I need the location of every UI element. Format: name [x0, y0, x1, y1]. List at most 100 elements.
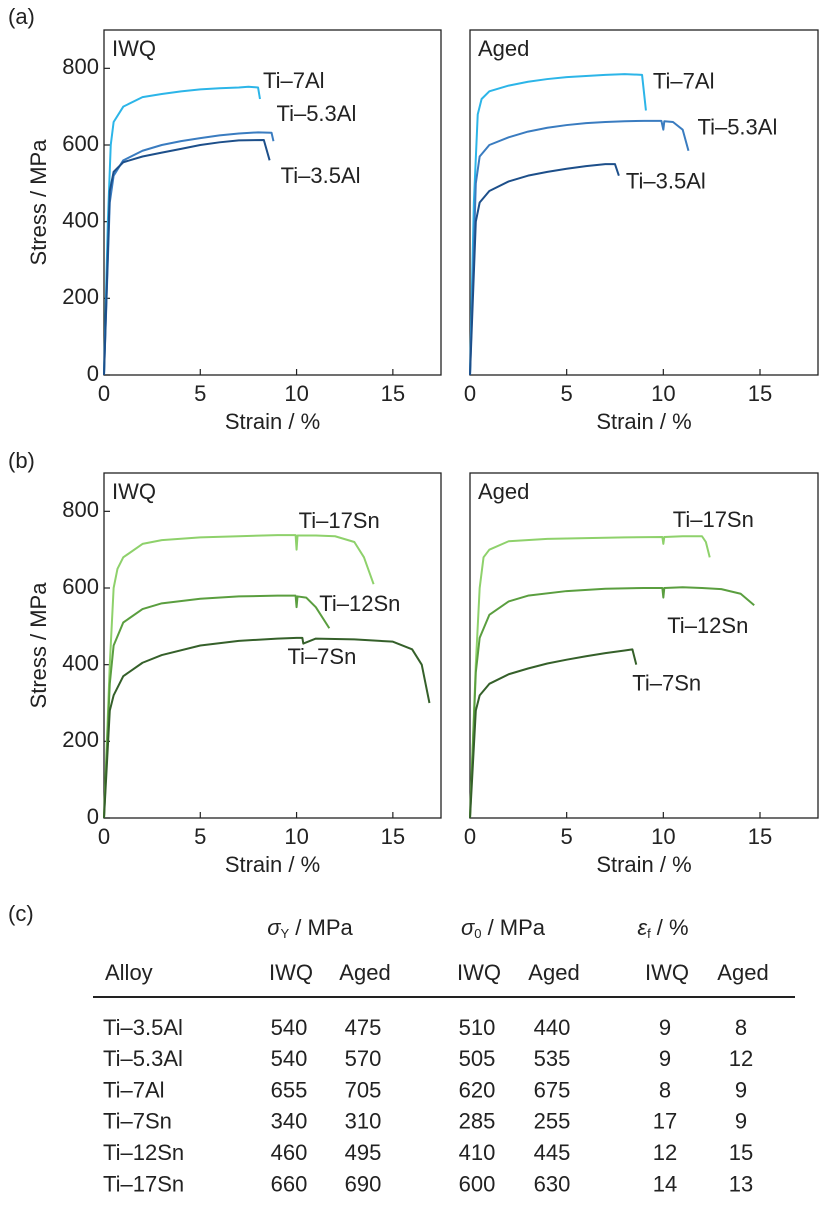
- unit: / MPa: [481, 915, 545, 940]
- curve-label: Ti–3.5Al: [281, 163, 361, 188]
- y-tick-label: 600: [62, 131, 99, 156]
- x-tick-label: 0: [98, 824, 110, 849]
- table-cell: 440: [534, 1015, 571, 1040]
- table-cell: 495: [345, 1140, 382, 1165]
- curve-label: Ti–12Sn: [667, 613, 748, 638]
- curve: [469, 535, 711, 819]
- panel-label: (b): [8, 448, 35, 473]
- table-cell: 620: [459, 1077, 496, 1102]
- x-tick-label: 10: [284, 824, 308, 849]
- table-cell: Ti–3.5Al: [103, 1015, 183, 1040]
- curve: [469, 648, 638, 819]
- subscript: f: [647, 926, 651, 941]
- plot-frame: [469, 29, 819, 376]
- curve: [103, 534, 375, 819]
- x-tick-label: 10: [651, 824, 675, 849]
- column-header: IWQ: [645, 960, 689, 985]
- y-tick-label: 200: [62, 727, 99, 752]
- curve: [103, 594, 331, 819]
- x-tick-label: 10: [284, 381, 308, 406]
- curve-label: Ti–7Al: [653, 68, 715, 93]
- table-cell: Ti–5.3Al: [103, 1046, 183, 1071]
- table-cell: 690: [345, 1171, 382, 1196]
- table-cell: 17: [653, 1109, 677, 1134]
- table-cell: 540: [271, 1015, 308, 1040]
- y-tick-label: 0: [87, 804, 99, 829]
- table-cell: 570: [345, 1046, 382, 1071]
- x-tick-label: 5: [194, 824, 206, 849]
- y-axis-label: Stress / MPa: [26, 582, 51, 709]
- chart-title: Aged: [478, 479, 529, 504]
- symbol: σ: [461, 915, 475, 940]
- table-cell: Ti–7Al: [103, 1077, 165, 1102]
- table-cell: 660: [271, 1171, 308, 1196]
- table-cell: Ti–7Sn: [103, 1109, 172, 1134]
- x-tick-label: 10: [651, 381, 675, 406]
- table-cell: 9: [659, 1046, 671, 1071]
- x-tick-label: 0: [464, 381, 476, 406]
- y-tick-label: 400: [62, 650, 99, 675]
- curve: [469, 119, 690, 376]
- table-cell: 540: [271, 1046, 308, 1071]
- table-cell: 9: [659, 1015, 671, 1040]
- x-tick-label: 15: [748, 381, 772, 406]
- x-tick-label: 5: [194, 381, 206, 406]
- y-tick-label: 400: [62, 207, 99, 232]
- curve: [103, 131, 275, 376]
- table-cell: 285: [459, 1109, 496, 1134]
- x-tick-label: 5: [561, 824, 573, 849]
- subscript: 0: [474, 926, 481, 941]
- table-cell: 510: [459, 1015, 496, 1040]
- chart-title: Aged: [478, 36, 529, 61]
- x-axis-label: Strain / %: [596, 852, 691, 877]
- table-cell: 13: [729, 1171, 753, 1196]
- table-cell: 15: [729, 1140, 753, 1165]
- curve-label: Ti–17Sn: [299, 508, 380, 533]
- table-cell: 445: [534, 1140, 571, 1165]
- column-header: Aged: [528, 960, 579, 985]
- table-cell: Ti–17Sn: [103, 1171, 184, 1196]
- x-axis-label: Strain / %: [225, 852, 320, 877]
- curve-label: Ti–7Al: [263, 68, 325, 93]
- table-cell: 600: [459, 1171, 496, 1196]
- curve: [469, 163, 620, 376]
- y-tick-label: 800: [62, 497, 99, 522]
- table-cell: 8: [735, 1015, 747, 1040]
- table-cell: 12: [729, 1046, 753, 1071]
- unit: / %: [651, 915, 689, 940]
- column-header: Aged: [717, 960, 768, 985]
- curve-label: Ti–5.3Al: [697, 115, 777, 140]
- table-cell: 655: [271, 1077, 308, 1102]
- table-cell: 12: [653, 1140, 677, 1165]
- x-tick-label: 15: [381, 824, 405, 849]
- column-header: Alloy: [105, 960, 153, 985]
- curve-label: Ti–3.5Al: [626, 168, 706, 193]
- table-cell: 630: [534, 1171, 571, 1196]
- column-header: Aged: [339, 960, 390, 985]
- table-cell: 9: [735, 1109, 747, 1134]
- x-tick-label: 0: [98, 381, 110, 406]
- curve-label: Ti–7Sn: [632, 670, 701, 695]
- y-tick-label: 200: [62, 284, 99, 309]
- y-tick-label: 600: [62, 574, 99, 599]
- plot-frame: [469, 472, 819, 819]
- table-cell: 310: [345, 1109, 382, 1134]
- table-cell: 410: [459, 1140, 496, 1165]
- x-tick-label: 15: [748, 824, 772, 849]
- curve-label: Ti–12Sn: [319, 591, 400, 616]
- curve-label: Ti–17Sn: [673, 507, 754, 532]
- table-cell: 705: [345, 1077, 382, 1102]
- symbol: ε: [637, 915, 647, 940]
- plot-frame: [103, 29, 442, 376]
- curve: [103, 139, 271, 376]
- x-tick-label: 0: [464, 824, 476, 849]
- curve: [469, 586, 755, 819]
- unit: / MPa: [289, 915, 353, 940]
- plot-frame: [103, 472, 442, 819]
- table-cell: 505: [459, 1046, 496, 1071]
- symbol: σ: [267, 915, 281, 940]
- table-cell: 8: [659, 1077, 671, 1102]
- table-cell: 535: [534, 1046, 571, 1071]
- table-cell: 340: [271, 1109, 308, 1134]
